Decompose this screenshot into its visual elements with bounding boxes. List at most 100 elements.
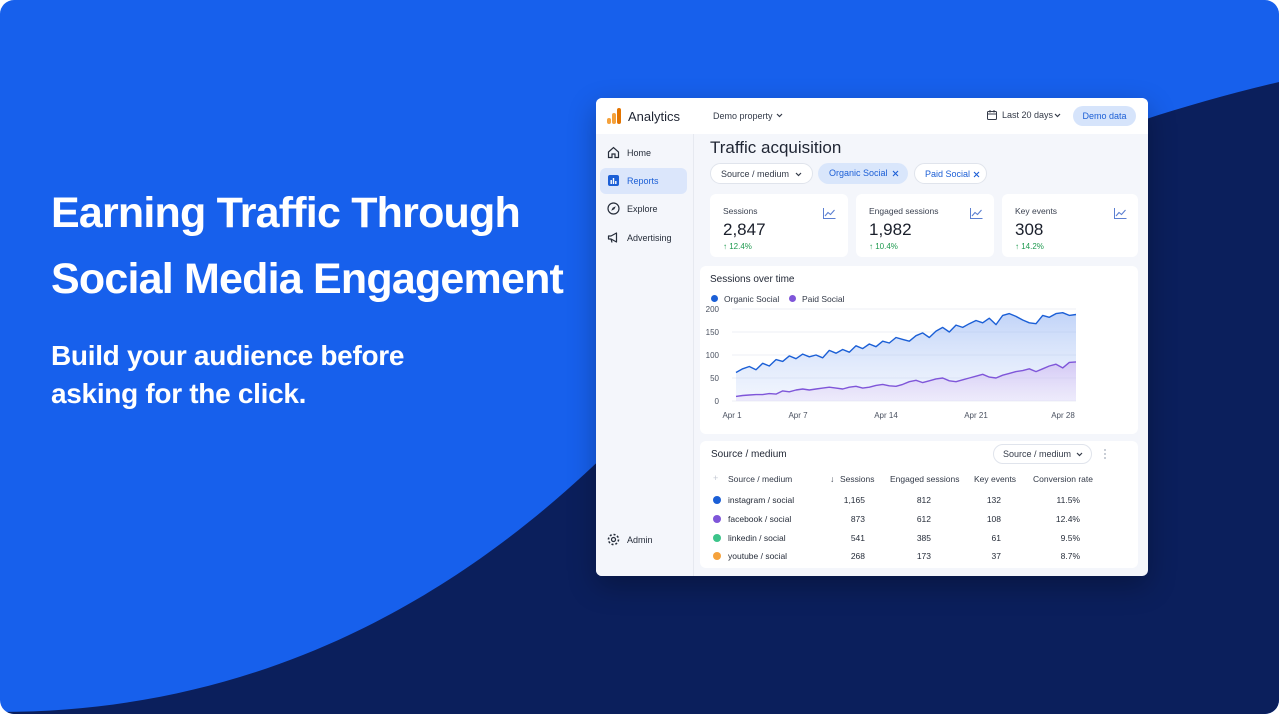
cell-key-events: 108 [986,514,1001,524]
sidebar-item-label: Home [627,148,652,158]
legend-swatch-paid [789,295,796,302]
cell-rate: 9.5% [1060,533,1080,543]
legend-label-organic: Organic Social [724,294,780,304]
x-tick-label: Apr 28 [1051,411,1075,420]
sidebar-item-label: Explore [627,204,658,214]
demo-data-button[interactable]: Demo data [1073,106,1136,126]
cell-source-medium: youtube / social [728,551,788,561]
sidebar-item-home[interactable]: Home [600,140,687,166]
row-color-dot [713,496,721,504]
kpi-card-key-events[interactable]: Key events 308 ↑ 14.2% [1002,194,1138,257]
y-tick-label: 0 [715,397,720,406]
sidebar-item-label: Reports [627,176,659,186]
filter-chip-label: Paid Social [925,169,971,179]
trend-chart-icon [1114,208,1127,219]
page-title: Traffic acquisition [710,138,842,157]
cell-engaged: 385 [916,533,931,543]
megaphone-icon [607,232,618,243]
sidebar-item-label: Admin [627,535,653,545]
kpi-label: Sessions [723,206,758,216]
column-header-source[interactable]: Source / medium [728,474,793,484]
chevron-down-icon [795,172,802,177]
calendar-icon [987,110,997,120]
sidebar-item-explore[interactable]: Explore [600,196,687,222]
series-line-organic [735,312,1077,374]
home-icon [607,146,620,159]
cell-rate: 12.4% [1055,514,1080,524]
kpi-value: 2,847 [723,220,766,239]
cell-engaged: 173 [916,551,931,561]
column-header-engaged-sessions[interactable]: Engaged sessions [890,474,960,484]
cell-key-events: 132 [986,495,1001,505]
chevron-down-icon [1054,113,1061,118]
date-range-label: Last 20 days [1002,110,1054,120]
chevron-down-icon [1076,452,1083,457]
subline-line-1: Build your audience before [51,340,405,371]
headline-line-1: Earning Traffic Through [51,189,521,237]
cell-engaged: 612 [916,514,931,524]
sidebar: Home Reports Explore Advertising Admin [596,134,694,576]
table-dimension-label: Source / medium [1003,449,1072,459]
sort-desc-icon[interactable]: ↓ [830,474,835,484]
cell-rate: 8.7% [1060,551,1080,561]
series-line-paid [735,361,1077,398]
table-title: Source / medium [711,449,787,460]
kpi-delta: ↑ 14.2% [1015,242,1044,251]
cell-rate: 11.5% [1056,495,1080,505]
cell-source-medium: linkedin / social [728,533,786,543]
x-tick-label: Apr 21 [964,411,988,420]
trend-chart-icon [823,208,836,219]
kpi-label: Key events [1015,206,1058,216]
analytics-logo-icon [607,108,621,124]
filter-chip-organic-social[interactable]: Organic Social [818,163,908,184]
sidebar-item-advertising[interactable]: Advertising [600,225,687,251]
cell-sessions: 1,165 [843,495,865,505]
column-header-key-events[interactable]: Key events [974,474,1017,484]
row-color-dot [713,515,721,523]
kpi-card-sessions[interactable]: Sessions 2,847 ↑ 12.4% [710,194,848,257]
close-icon[interactable] [973,171,980,178]
gear-icon [607,533,620,546]
cell-sessions: 873 [850,514,865,524]
add-dimension-icon[interactable]: + [713,473,719,483]
dimension-dropdown-label: Source / medium [721,169,790,179]
sidebar-item-reports[interactable]: Reports [600,168,687,194]
chevron-down-icon [776,113,783,118]
kpi-label: Engaged sessions [869,206,939,216]
sidebar-item-label: Advertising [627,233,672,243]
kpi-delta: ↑ 10.4% [869,242,898,251]
cell-sessions: 541 [850,533,865,543]
row-color-dot [713,552,721,560]
y-tick-label: 50 [710,374,719,383]
legend-label-paid: Paid Social [802,294,845,304]
column-header-conversion-rate[interactable]: Conversion rate [1033,474,1094,484]
legend-swatch-organic [711,295,718,302]
cell-source-medium: facebook / social [728,514,792,524]
cell-key-events: 37 [991,551,1001,561]
more-options-icon[interactable] [1103,448,1107,460]
subline-line-2: asking for the click. [51,378,307,409]
property-label: Demo property [713,111,773,121]
cell-sessions: 268 [850,551,865,561]
y-tick-label: 150 [706,328,720,337]
filter-chip-paid-social[interactable]: Paid Social [914,163,987,184]
kpi-card-engaged-sessions[interactable]: Engaged sessions 1,982 ↑ 10.4% [856,194,994,257]
close-icon[interactable] [892,170,899,177]
sidebar-item-admin[interactable]: Admin [600,527,687,553]
top-bar: Analytics Demo property Last 20 days Dem… [596,98,1148,134]
dimension-dropdown[interactable]: Source / medium [710,163,813,184]
y-tick-label: 200 [706,305,720,314]
trend-chart-icon [970,208,983,219]
table-dimension-dropdown[interactable]: Source / medium [993,444,1092,464]
series-area-paid [736,361,1076,401]
x-tick-label: Apr 1 [722,411,742,420]
bar-chart-icon [608,175,619,186]
x-tick-label: Apr 14 [874,411,898,420]
filter-chip-label: Organic Social [829,168,888,178]
column-header-sessions[interactable]: Sessions [840,474,875,484]
kpi-value: 308 [1015,220,1044,239]
app-title: Analytics [628,109,681,124]
compass-icon [607,202,620,215]
chart-title: Sessions over time [710,274,795,285]
